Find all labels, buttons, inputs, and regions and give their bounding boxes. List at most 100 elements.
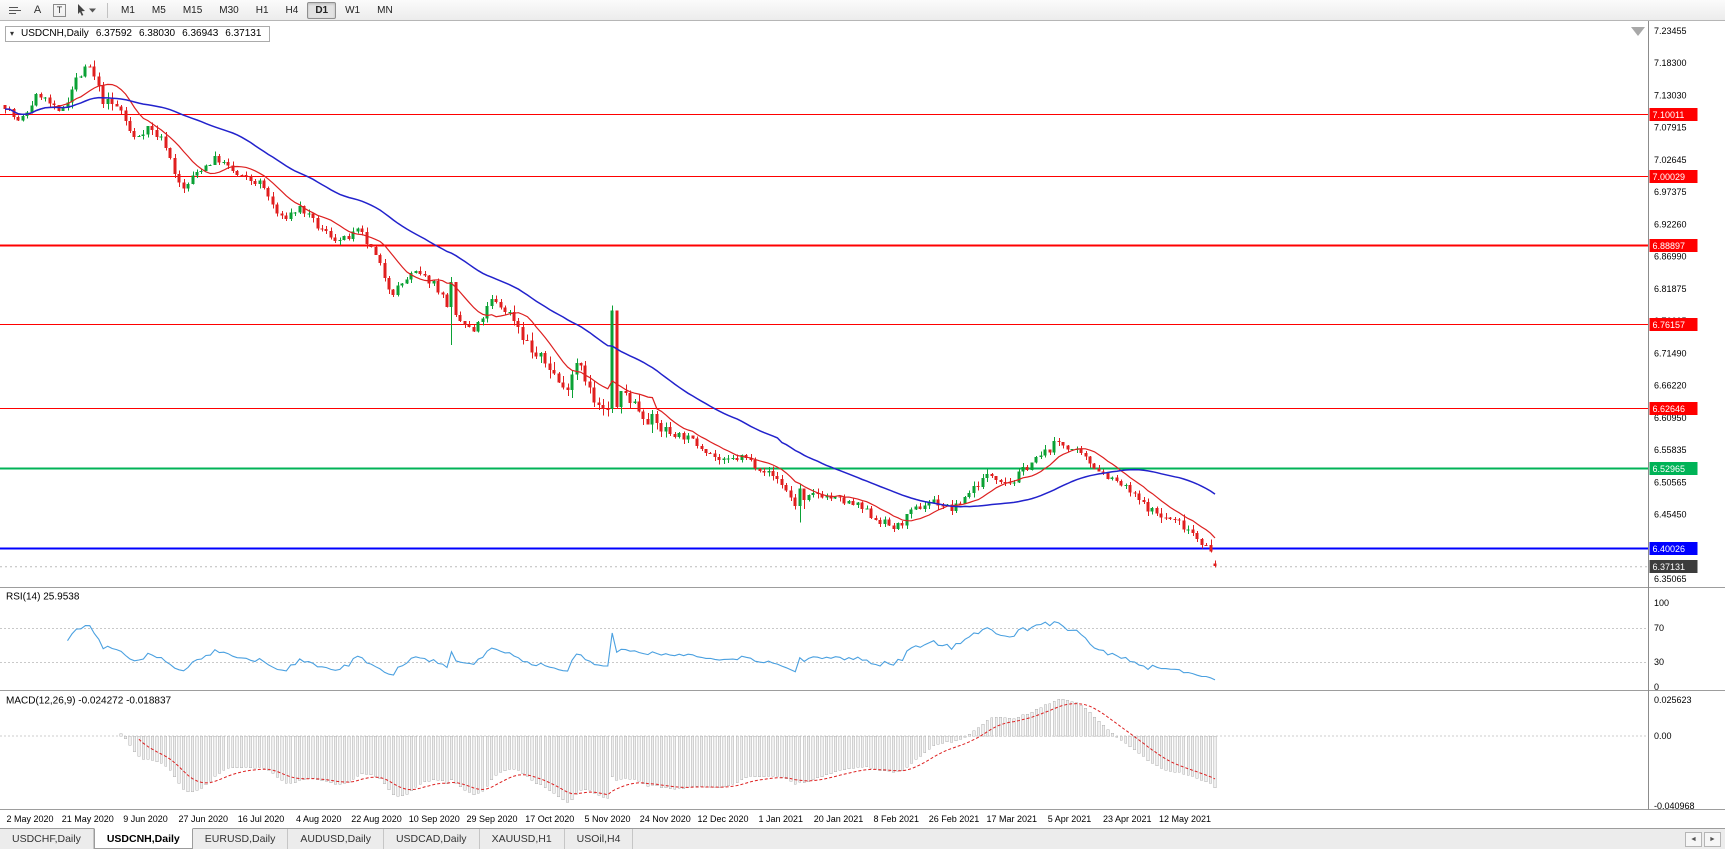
svg-text:17 Oct 2020: 17 Oct 2020 bbox=[525, 814, 574, 824]
chart-symbol-label: USDCNH,Daily bbox=[21, 28, 89, 39]
svg-text:4 Aug 2020: 4 Aug 2020 bbox=[296, 814, 342, 824]
svg-text:9 Jun 2020: 9 Jun 2020 bbox=[123, 814, 168, 824]
svg-text:10 Sep 2020: 10 Sep 2020 bbox=[409, 814, 460, 824]
price-level-tag: 7.00029 bbox=[1649, 170, 1698, 183]
chart-tab-xauusd-h1[interactable]: XAUUSD,H1 bbox=[480, 829, 565, 849]
svg-text:26 Feb 2021: 26 Feb 2021 bbox=[929, 814, 980, 824]
ma-fast-line bbox=[5, 83, 1216, 539]
chart-toolbar: A T M1 M5 M15 M30 H1 H4 D1 W1 MN bbox=[0, 0, 1725, 21]
svg-text:24 Nov 2020: 24 Nov 2020 bbox=[640, 814, 691, 824]
svg-text:6.45450: 6.45450 bbox=[1654, 510, 1687, 520]
price-level-tag: 6.37131 bbox=[1649, 560, 1698, 573]
svg-text:17 Mar 2021: 17 Mar 2021 bbox=[986, 814, 1037, 824]
chart-tab-usdcnh-daily[interactable]: USDCNH,Daily bbox=[93, 828, 193, 849]
svg-text:6.71490: 6.71490 bbox=[1654, 348, 1687, 358]
price-level-tag: 6.52965 bbox=[1649, 462, 1698, 475]
timeframe-button-m5[interactable]: M5 bbox=[151, 4, 166, 16]
svg-text:20 Jan 2021: 20 Jan 2021 bbox=[814, 814, 864, 824]
chart-canvas[interactable]: 7.23455 7.18300 7.13030 7.07915 7.02645 6.973… bbox=[0, 21, 1725, 828]
price-level-tag: 6.88897 bbox=[1649, 239, 1698, 252]
ohlc-open-value: 6.37592 bbox=[95, 28, 132, 39]
svg-text:7.10011: 7.10011 bbox=[1653, 110, 1685, 120]
price-level-tag: 6.76157 bbox=[1649, 318, 1698, 331]
svg-text:6.52965: 6.52965 bbox=[1653, 464, 1686, 474]
svg-text:6.97375: 6.97375 bbox=[1654, 187, 1687, 197]
svg-text:2 May 2020: 2 May 2020 bbox=[6, 814, 53, 824]
timeframe-button-m30[interactable]: M30 bbox=[219, 4, 239, 16]
tab-scroll-arrows: ◄ ► bbox=[1685, 831, 1725, 847]
chart-tab-usoil-h4[interactable]: USOil,H4 bbox=[565, 829, 634, 849]
label-tool-button[interactable]: T bbox=[49, 2, 70, 19]
cursor-tool-button[interactable] bbox=[71, 2, 101, 19]
svg-text:22 Aug 2020: 22 Aug 2020 bbox=[351, 814, 402, 824]
label-tool-glyph: T bbox=[52, 3, 67, 17]
svg-text:MACD(12,26,9) -0.024272 -0.018: MACD(12,26,9) -0.024272 -0.018837 bbox=[6, 696, 172, 707]
svg-text:6.62646: 6.62646 bbox=[1653, 404, 1686, 414]
svg-text:29 Sep 2020: 29 Sep 2020 bbox=[466, 814, 517, 824]
timeframe-button-mn[interactable]: MN bbox=[377, 4, 393, 16]
ohlc-close-value: 6.37131 bbox=[225, 28, 262, 39]
price-level-tag: 6.40026 bbox=[1649, 542, 1698, 555]
tab-list: USDCHF,Daily USDCNH,Daily EURUSD,Daily AUDU… bbox=[0, 828, 634, 849]
chart-tab-usdcad-daily[interactable]: USDCAD,Daily bbox=[384, 829, 480, 849]
timeframe-group: M1 M5 M15 M30 H1 H4 D1 W1 MN bbox=[113, 1, 402, 19]
svg-text:6.35065: 6.35065 bbox=[1654, 574, 1687, 584]
tabs-scroll-right-button[interactable]: ► bbox=[1704, 831, 1721, 847]
chart-title-box[interactable]: ▾ USDCNH,Daily 6.37592 6.38030 6.36943 6… bbox=[5, 26, 271, 42]
svg-text:100: 100 bbox=[1654, 598, 1669, 608]
macd-signal-line bbox=[138, 703, 1216, 796]
svg-text:1 Jan 2021: 1 Jan 2021 bbox=[758, 814, 803, 824]
chart-tab-audusd-daily[interactable]: AUDUSD,Daily bbox=[288, 829, 384, 849]
tabs-scroll-left-button[interactable]: ◄ bbox=[1685, 831, 1702, 847]
list-lines-icon bbox=[9, 6, 21, 14]
text-tool-button[interactable]: A bbox=[33, 4, 42, 16]
chart-tab-eurusd-daily[interactable]: EURUSD,Daily bbox=[193, 829, 289, 849]
chart-region[interactable]: 7.23455 7.18300 7.13030 7.07915 7.02645 6.973… bbox=[0, 21, 1725, 828]
svg-text:7.07915: 7.07915 bbox=[1654, 123, 1687, 133]
svg-text:6.92260: 6.92260 bbox=[1654, 219, 1687, 229]
svg-text:5 Apr 2021: 5 Apr 2021 bbox=[1048, 814, 1092, 824]
timeframe-button-m1[interactable]: M1 bbox=[121, 4, 135, 16]
timeframe-button-w1[interactable]: W1 bbox=[345, 4, 361, 16]
svg-text:6.66220: 6.66220 bbox=[1654, 381, 1687, 391]
chart-tab-usdchf-daily[interactable]: USDCHF,Daily bbox=[0, 829, 94, 849]
macd-histogram-layer bbox=[119, 698, 1217, 803]
chart-shift-icon[interactable] bbox=[1631, 27, 1645, 36]
svg-text:0.00: 0.00 bbox=[1654, 731, 1672, 741]
svg-text:30: 30 bbox=[1654, 657, 1664, 667]
svg-text:6.76157: 6.76157 bbox=[1653, 320, 1686, 330]
svg-text:12 Dec 2020: 12 Dec 2020 bbox=[697, 814, 748, 824]
price-level-tag: 6.62646 bbox=[1649, 402, 1698, 415]
svg-text:-0.040968: -0.040968 bbox=[1654, 801, 1695, 811]
svg-text:6.81875: 6.81875 bbox=[1654, 284, 1687, 294]
ma-slow-line bbox=[5, 96, 1216, 508]
price-level-tag: 7.10011 bbox=[1649, 108, 1698, 121]
svg-text:6.86990: 6.86990 bbox=[1654, 252, 1687, 262]
svg-text:6.88897: 6.88897 bbox=[1653, 241, 1686, 251]
toolbar-separator bbox=[107, 2, 108, 18]
horizontal-lines-layer[interactable] bbox=[0, 113, 1648, 550]
svg-text:6.60950: 6.60950 bbox=[1654, 413, 1687, 423]
timeframe-button-d1[interactable]: D1 bbox=[307, 1, 337, 19]
svg-text:6.50565: 6.50565 bbox=[1654, 477, 1687, 487]
svg-text:0.025623: 0.025623 bbox=[1654, 695, 1692, 705]
svg-text:7.13030: 7.13030 bbox=[1654, 90, 1687, 100]
svg-text:6.40026: 6.40026 bbox=[1653, 544, 1686, 554]
svg-text:7.23455: 7.23455 bbox=[1654, 26, 1687, 36]
svg-text:0: 0 bbox=[1654, 682, 1659, 692]
objects-list-icon[interactable] bbox=[5, 2, 26, 19]
svg-text:5 Nov 2020: 5 Nov 2020 bbox=[584, 814, 630, 824]
svg-text:7.02645: 7.02645 bbox=[1654, 155, 1687, 165]
chevron-down-icon bbox=[89, 8, 96, 13]
svg-text:27 Jun 2020: 27 Jun 2020 bbox=[178, 814, 228, 824]
svg-text:12 May 2021: 12 May 2021 bbox=[1159, 814, 1211, 824]
timeframe-button-h4[interactable]: H4 bbox=[285, 4, 299, 16]
ohlc-low-value: 6.36943 bbox=[182, 28, 219, 39]
timeframe-button-h1[interactable]: H1 bbox=[255, 4, 269, 16]
ohlc-high-value: 6.38030 bbox=[138, 28, 176, 39]
timeframe-button-m15[interactable]: M15 bbox=[182, 4, 203, 16]
svg-text:23 Apr 2021: 23 Apr 2021 bbox=[1103, 814, 1152, 824]
rsi-line bbox=[67, 621, 1216, 681]
svg-text:21 May 2020: 21 May 2020 bbox=[62, 814, 114, 824]
collapse-chart-icon[interactable]: ▾ bbox=[10, 29, 15, 38]
